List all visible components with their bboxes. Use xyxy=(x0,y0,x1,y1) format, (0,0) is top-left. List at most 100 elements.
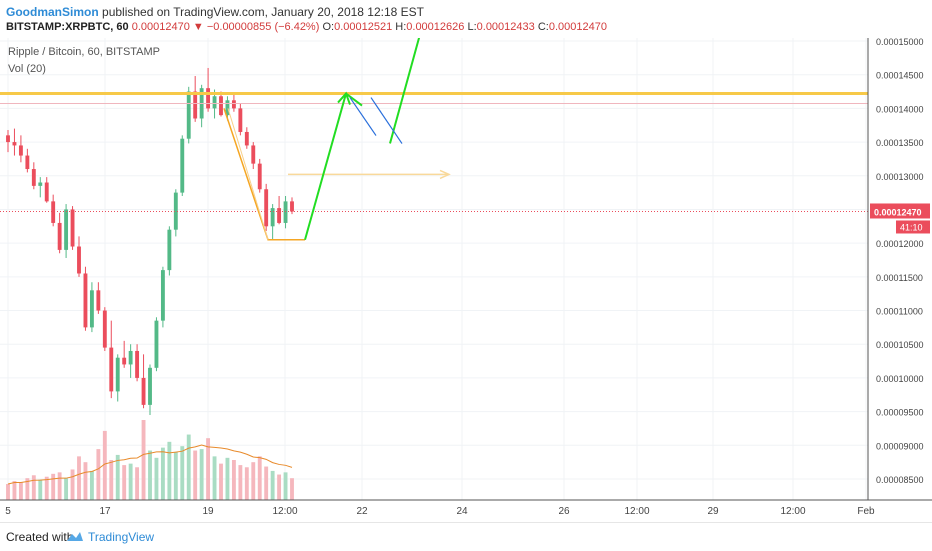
candle-body xyxy=(128,350,133,365)
green-projection-pullback xyxy=(345,92,363,107)
volume-bar xyxy=(277,474,282,500)
candle-body xyxy=(141,377,146,405)
volume-bar xyxy=(83,462,88,500)
volume-bar xyxy=(31,475,36,500)
candle-body xyxy=(122,357,127,365)
price-chart[interactable]: 0.00015000 0.00014500 0.00014000 0.00013500… xyxy=(0,0,932,522)
candle-body xyxy=(173,192,178,230)
candle-body xyxy=(193,91,198,119)
candle-body xyxy=(154,320,159,368)
candle-body xyxy=(135,350,140,378)
volume-bar xyxy=(154,457,159,500)
axes: 0.00015000 0.00014500 0.00014000 0.00013500… xyxy=(0,37,932,517)
volume-bar xyxy=(206,438,211,500)
volume-bar xyxy=(38,479,43,500)
author-link[interactable]: GoodmanSimon xyxy=(6,5,99,19)
volume-bars xyxy=(6,420,294,500)
volume-bar xyxy=(283,472,288,500)
candle-body xyxy=(70,209,75,247)
last-price-tag xyxy=(870,203,930,219)
volume-bar xyxy=(290,478,294,500)
y-tick-label: 0.00014500 xyxy=(876,71,924,81)
volume-bar xyxy=(6,484,10,500)
candle-body xyxy=(31,169,36,186)
candle-body xyxy=(206,88,211,109)
candle-body xyxy=(77,246,81,274)
green-projection-arrowhead xyxy=(337,91,351,105)
volume-bar xyxy=(57,472,62,500)
y-tick-label: 0.00010500 xyxy=(876,340,924,350)
candle-body xyxy=(51,201,56,223)
x-tick-label: 12:00 xyxy=(780,506,805,517)
candle-body xyxy=(225,100,230,116)
y-tick-label: 0.00012000 xyxy=(876,239,924,249)
candle-body xyxy=(148,367,152,405)
volume-bar xyxy=(257,456,262,500)
candle-body xyxy=(244,131,249,146)
volume-bar xyxy=(167,441,172,500)
volume-bar xyxy=(173,452,178,500)
countdown-tag xyxy=(896,220,930,234)
volume-bar xyxy=(51,473,56,500)
symbol-line: BITSTAMP:XRPBTC, 60 xyxy=(6,21,129,33)
candle-body xyxy=(115,357,120,392)
volume-bar xyxy=(219,463,223,500)
y-tick-label: 0.00011500 xyxy=(876,273,923,283)
candle-body xyxy=(18,145,23,156)
y-tick-label: 0.00015000 xyxy=(876,38,924,47)
chart-area[interactable]: 0.00015000 0.00014500 0.00014000 0.00013500… xyxy=(0,0,932,522)
ohlc-low-label: L: xyxy=(467,21,477,33)
created-with-text: Created with xyxy=(6,530,74,544)
publish-line: GoodmanSimon published on TradingView.co… xyxy=(6,5,424,19)
volume-bar xyxy=(135,467,140,500)
candle-body xyxy=(25,155,30,170)
volume-bar xyxy=(180,446,185,500)
volume-ma-line xyxy=(7,444,293,485)
y-tick-label: 0.00009500 xyxy=(876,408,924,418)
volume-bar xyxy=(96,449,101,500)
volume-bar xyxy=(264,466,269,500)
volume-bar xyxy=(251,462,256,500)
volume-bar xyxy=(128,463,133,500)
volume-indicator-label: Vol (20) xyxy=(8,63,46,75)
y-tick-label: 0.00011000 xyxy=(876,307,923,317)
last-price-tag-label: 0.00012470 xyxy=(874,207,922,217)
change-arrow-icon: ▼ xyxy=(192,21,204,33)
volume-bar xyxy=(212,456,217,500)
countdown-tag-label: 41:10 xyxy=(900,222,923,232)
ohlc-high-value: 0.00012626 xyxy=(406,21,465,33)
ohlc-open-label: O: xyxy=(322,21,335,33)
volume-bar xyxy=(102,430,107,500)
quote-line: BITSTAMP:XRPBTC, 60 0.00012470 ▼ −0.0000… xyxy=(6,21,607,33)
x-tick-label: 17 xyxy=(99,506,111,517)
candle-body xyxy=(264,189,269,227)
volume-bar xyxy=(64,478,69,500)
drawing-overlays xyxy=(0,0,868,241)
candle-body xyxy=(64,209,69,250)
candle-body xyxy=(290,201,294,212)
ohlc-open-value: 0.00012521 xyxy=(334,21,393,33)
volume-bar xyxy=(25,478,30,500)
chart-background xyxy=(0,38,932,522)
volume-bar xyxy=(89,470,94,500)
ohlc-high-label: H: xyxy=(395,21,407,33)
green-projection-up xyxy=(304,93,347,241)
candle-body xyxy=(219,96,223,116)
volume-bar xyxy=(199,449,204,500)
volume-bar xyxy=(238,465,243,500)
ohlc-low-value: 0.00012433 xyxy=(476,21,535,33)
volume-bar xyxy=(115,454,120,500)
candle-body xyxy=(12,142,17,146)
tradingview-brand-link[interactable]: TradingView xyxy=(88,530,155,544)
blue-arrow-1 xyxy=(349,97,377,136)
y-tick-label: 0.00013500 xyxy=(876,138,924,148)
volume-bar xyxy=(18,482,23,500)
candle-body xyxy=(231,100,236,109)
candle-body xyxy=(277,208,282,223)
y-tick-label: 0.00008500 xyxy=(876,475,924,485)
volume-bar xyxy=(244,467,249,500)
tradingview-logo-icon xyxy=(67,532,83,541)
x-tick-label: Feb xyxy=(857,506,875,517)
volume-bar xyxy=(12,481,17,500)
x-tick-label: 29 xyxy=(707,506,719,517)
